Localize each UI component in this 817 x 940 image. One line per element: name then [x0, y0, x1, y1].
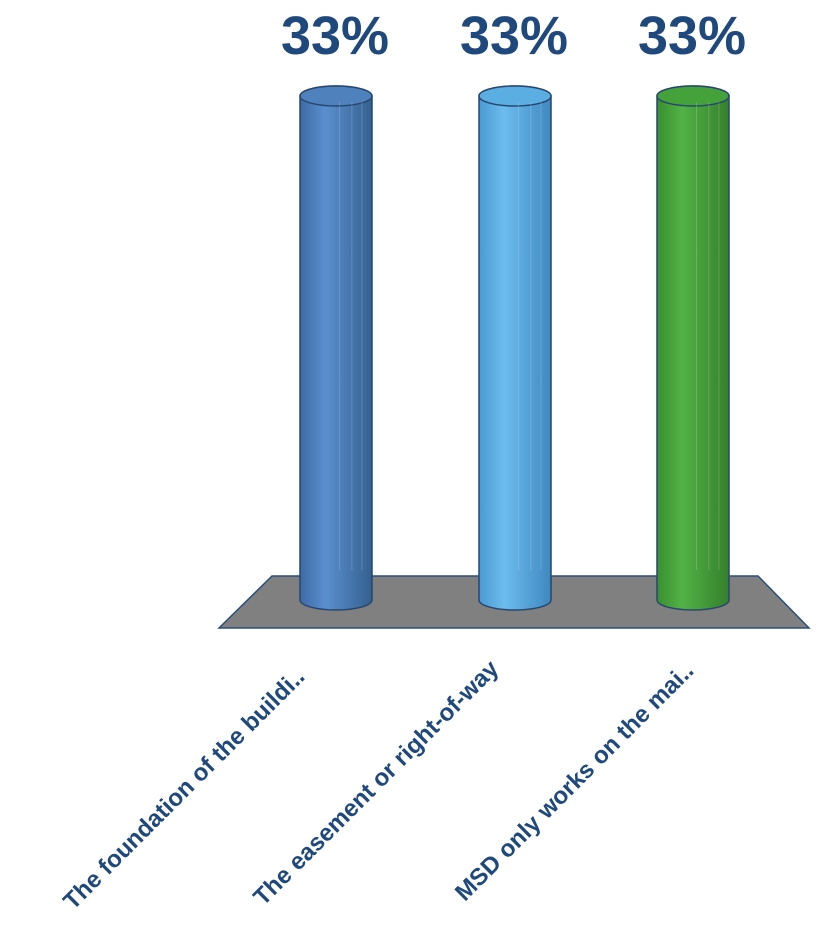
- value-label-1: 33%: [460, 6, 568, 66]
- bar-1: [478, 85, 552, 611]
- value-label-2: 33%: [638, 6, 746, 66]
- bar-top-1: [478, 85, 552, 107]
- category-label-2: MSD only works on the mai..: [450, 657, 699, 906]
- bar-2: [656, 85, 730, 611]
- bar-top-2: [656, 85, 730, 107]
- value-label-0: 33%: [281, 6, 389, 66]
- bar-0: [299, 85, 373, 611]
- bars-group: [299, 85, 730, 611]
- bar-top-0: [299, 85, 373, 107]
